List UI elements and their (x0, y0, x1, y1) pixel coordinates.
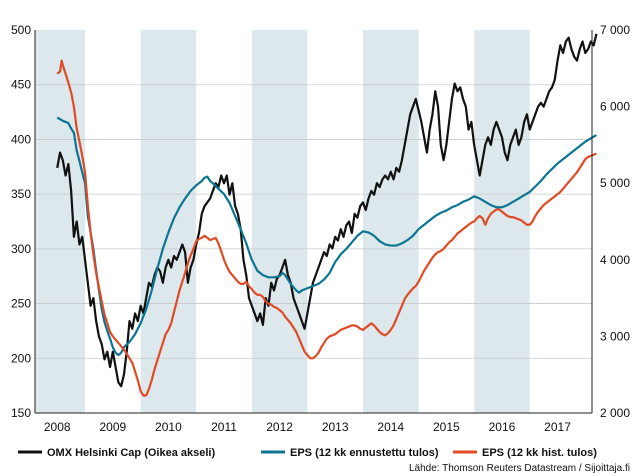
x-tick-label-2017: 2017 (544, 420, 571, 434)
shade-band-2014 (362, 30, 419, 413)
right-tick-label-2: 4 000 (600, 253, 630, 267)
right-tick-label-5: 7 000 (600, 23, 630, 37)
left-axis-ticks: 150 200 250 300 350 400 450 500 (11, 23, 31, 420)
x-axis-ticks: 2008 2009 2010 2011 2012 2013 2014 2015 2016 2017 (44, 420, 571, 434)
x-tick-label-2011: 2011 (211, 420, 237, 434)
left-tick-label-1: 200 (11, 351, 31, 365)
shade-band-2012 (251, 30, 308, 413)
series-line-1 (56, 116, 598, 357)
x-tick-label-2016: 2016 (489, 420, 516, 434)
x-tick-label-2013: 2013 (322, 420, 349, 434)
right-tick-label-3: 5 000 (600, 176, 630, 190)
series-line-0 (56, 33, 598, 388)
left-tick-label-3: 300 (11, 242, 31, 256)
right-tick-label-4: 6 000 (600, 100, 630, 114)
left-tick-label-7: 500 (11, 23, 31, 37)
left-tick-label-4: 350 (11, 187, 31, 201)
legend-label-1: EPS (12 kk ennustettu tulos) (290, 447, 439, 459)
left-tick-label-5: 400 (11, 132, 31, 146)
left-tick-label-2: 250 (11, 297, 31, 311)
right-tick-label-0: 2 000 (600, 406, 630, 420)
source-note: Lähde: Thomson Reuters Datastream / Sijo… (409, 463, 630, 474)
right-axis-ticks: 2 000 3 000 4 000 5 000 6 000 7 000 (600, 23, 630, 420)
right-tick-label-1: 3 000 (600, 329, 630, 343)
legend: OMX Helsinki Cap (Oikea akseli) EPS (12 k… (18, 447, 597, 459)
x-tick-label-2010: 2010 (155, 420, 182, 434)
axes (34, 30, 593, 414)
shade-band-2010 (140, 30, 197, 413)
series-line-2 (56, 59, 597, 397)
left-tick-label-6: 450 (11, 78, 31, 92)
left-tick-label-0: 150 (11, 406, 31, 420)
legend-label-0: OMX Helsinki Cap (Oikea akseli) (47, 447, 215, 459)
series-lines (56, 33, 598, 397)
x-tick-label-2009: 2009 (99, 420, 126, 434)
legend-label-2: EPS (12 kk hist. tulos) (482, 447, 597, 459)
x-tick-label-2008: 2008 (44, 420, 71, 434)
x-tick-label-2012: 2012 (266, 420, 293, 434)
x-tick-label-2015: 2015 (433, 420, 460, 434)
x-tick-label-2014: 2014 (377, 420, 404, 434)
